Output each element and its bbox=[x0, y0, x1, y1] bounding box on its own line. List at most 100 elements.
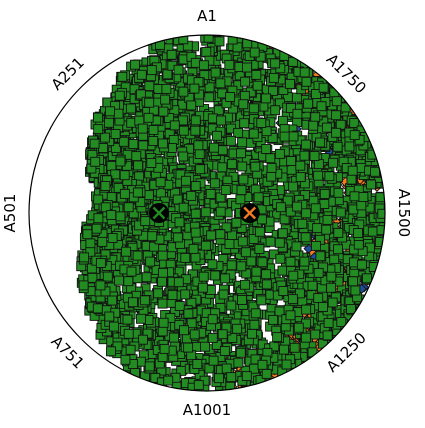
data-point-green bbox=[208, 355, 219, 366]
angular-label-a1: A1 bbox=[197, 7, 217, 25]
data-point-green bbox=[319, 199, 330, 209]
data-point-green bbox=[207, 259, 218, 270]
data-point-green bbox=[313, 267, 324, 278]
data-point-green bbox=[178, 202, 189, 213]
data-point-green bbox=[168, 134, 179, 145]
data-point-green bbox=[261, 269, 272, 280]
data-point-green bbox=[132, 250, 143, 261]
data-point-green bbox=[313, 159, 324, 170]
data-point-green bbox=[191, 341, 202, 352]
data-point-green bbox=[335, 207, 346, 218]
data-point-green bbox=[105, 106, 115, 117]
data-point-green bbox=[166, 49, 177, 60]
data-point-green bbox=[115, 211, 126, 222]
data-point-green bbox=[292, 201, 303, 212]
data-point-green bbox=[311, 240, 321, 251]
data-point-green bbox=[333, 187, 344, 198]
data-point-green bbox=[248, 103, 259, 114]
data-point-green bbox=[178, 125, 189, 136]
data-point-green bbox=[217, 162, 228, 173]
data-point-green bbox=[155, 177, 166, 188]
data-point-green bbox=[236, 185, 247, 196]
data-point-green bbox=[143, 190, 154, 201]
data-point-green bbox=[209, 142, 219, 153]
data-point-green bbox=[268, 314, 279, 325]
data-point-green bbox=[193, 140, 204, 151]
data-point-green bbox=[346, 174, 357, 185]
data-point-green bbox=[172, 232, 183, 243]
data-point-green bbox=[91, 223, 102, 234]
data-point-green bbox=[110, 129, 121, 139]
data-point-green bbox=[353, 239, 364, 250]
data-point-green bbox=[106, 210, 117, 220]
data-point-green bbox=[249, 47, 260, 58]
data-point-green bbox=[266, 162, 277, 173]
data-point-green bbox=[279, 344, 289, 355]
data-point-green bbox=[181, 175, 191, 186]
data-point-green bbox=[133, 160, 144, 171]
data-point-green bbox=[119, 170, 130, 181]
data-point-green bbox=[313, 170, 324, 181]
data-point-green bbox=[254, 226, 265, 237]
data-point-green bbox=[157, 138, 168, 149]
data-point-green bbox=[119, 188, 130, 199]
data-point-green bbox=[286, 156, 297, 166]
data-point-green bbox=[214, 36, 225, 47]
data-point-green bbox=[289, 342, 300, 353]
data-point-green bbox=[93, 213, 104, 224]
data-point-green bbox=[197, 282, 208, 293]
data-point-green bbox=[95, 280, 106, 291]
data-point-green bbox=[331, 96, 342, 107]
data-point-green bbox=[120, 354, 131, 365]
data-point-green bbox=[125, 103, 136, 114]
angular-label-a1500: A1500 bbox=[395, 189, 413, 237]
data-point-green bbox=[358, 192, 369, 202]
data-point-green bbox=[233, 357, 244, 368]
data-point-green bbox=[190, 227, 201, 238]
data-point-green bbox=[299, 150, 310, 161]
data-point-green bbox=[106, 160, 117, 171]
data-point-green bbox=[252, 80, 263, 91]
data-point-green bbox=[261, 279, 272, 290]
data-point-green bbox=[340, 102, 351, 113]
data-point-green bbox=[226, 260, 237, 271]
data-point-green bbox=[248, 128, 259, 139]
data-point-green bbox=[240, 279, 250, 290]
data-point-green bbox=[114, 90, 125, 101]
data-point-green bbox=[251, 69, 262, 80]
data-point-green bbox=[301, 304, 312, 315]
data-point-green bbox=[218, 289, 229, 300]
data-point-green bbox=[278, 286, 289, 296]
data-point-green bbox=[318, 302, 328, 312]
data-point-green bbox=[189, 83, 200, 94]
data-point-green bbox=[102, 271, 113, 282]
data-point-green bbox=[190, 252, 201, 263]
data-point-green bbox=[277, 115, 288, 126]
data-point-green bbox=[198, 271, 209, 282]
data-point-green bbox=[163, 375, 174, 386]
data-point-green bbox=[224, 239, 235, 249]
data-point-green bbox=[256, 118, 267, 128]
data-point-green bbox=[231, 217, 242, 228]
data-point-green bbox=[265, 236, 276, 247]
data-point-green bbox=[153, 288, 164, 299]
data-point-green bbox=[209, 178, 220, 189]
data-point-green bbox=[89, 138, 100, 149]
data-point-green bbox=[291, 92, 302, 103]
data-point-green bbox=[323, 317, 334, 328]
data-point-green bbox=[167, 290, 178, 301]
data-point-green bbox=[328, 157, 339, 168]
data-point-green bbox=[237, 161, 248, 172]
data-point-green bbox=[277, 228, 288, 239]
data-point-green bbox=[217, 329, 228, 340]
data-point-green bbox=[221, 363, 232, 374]
data-point-green bbox=[356, 200, 367, 211]
data-point-green bbox=[240, 76, 251, 87]
data-point-green bbox=[322, 330, 333, 341]
data-point-green bbox=[310, 203, 321, 214]
data-point-green bbox=[309, 151, 320, 161]
data-point-green bbox=[348, 276, 359, 287]
data-point-green bbox=[312, 223, 323, 234]
data-point-green bbox=[266, 171, 277, 182]
data-point-green bbox=[123, 202, 134, 213]
